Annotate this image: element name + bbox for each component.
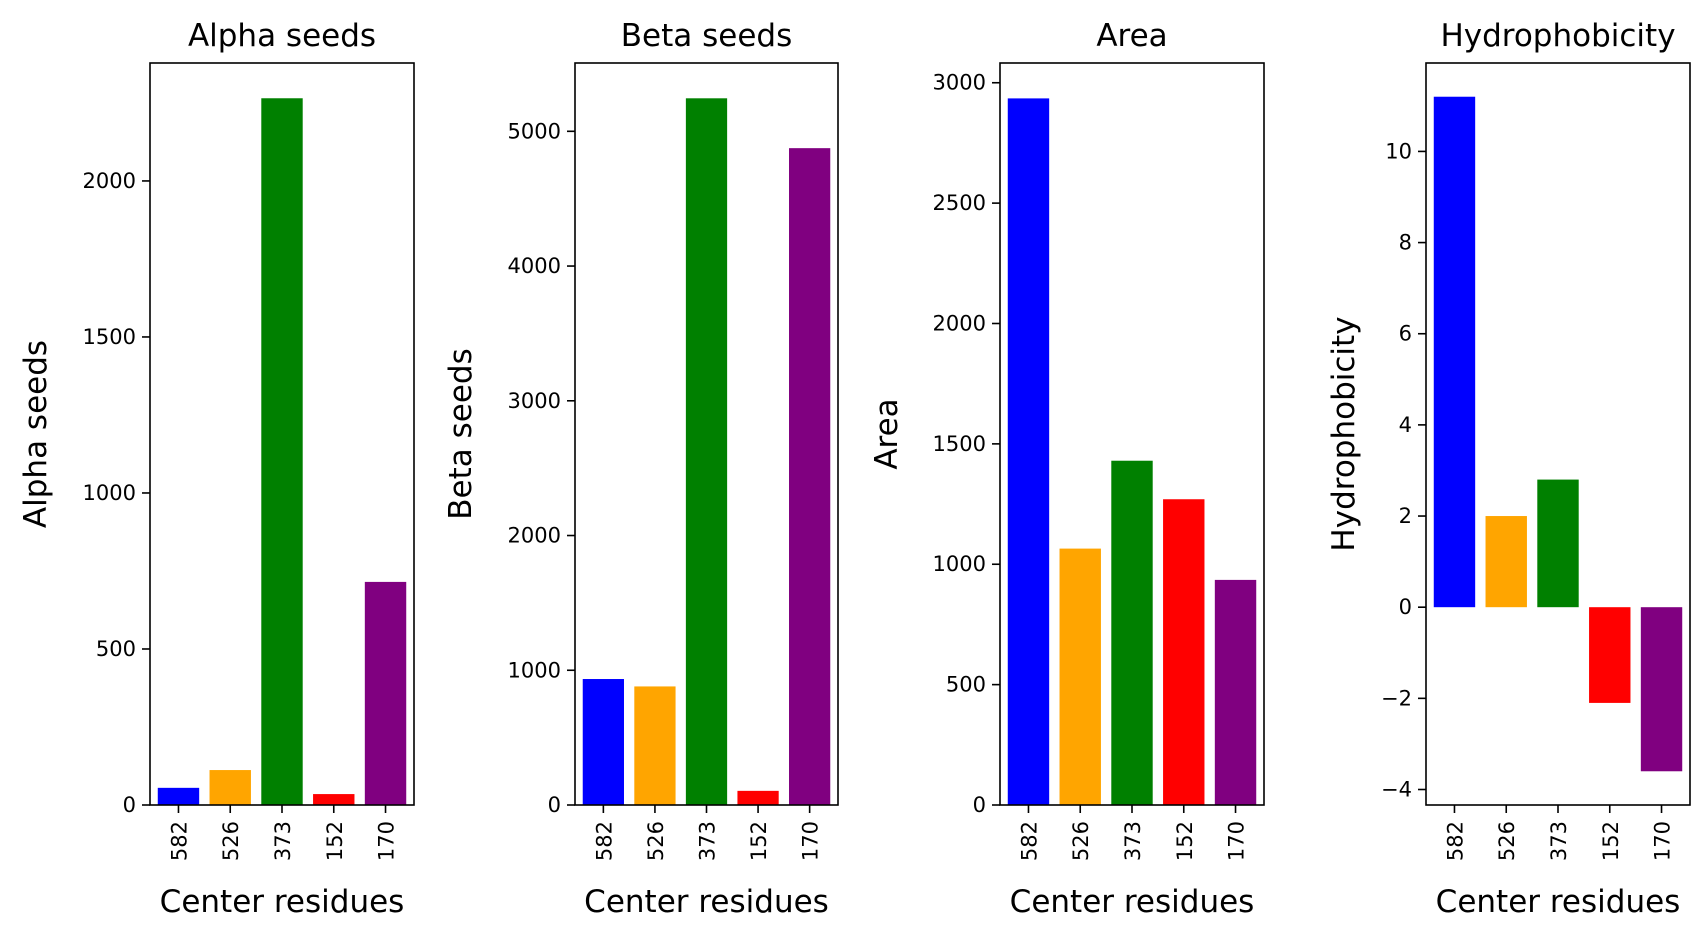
x-tick-label: 526 xyxy=(1069,821,1093,861)
y-tick-label: 0 xyxy=(973,793,986,817)
y-tick-label: 2 xyxy=(1399,504,1412,528)
bar-170 xyxy=(1640,607,1683,772)
y-tick-label: 0 xyxy=(548,793,561,817)
bar-373 xyxy=(685,98,728,805)
y-tick-label: 500 xyxy=(96,637,136,661)
x-tick-label: 152 xyxy=(1599,821,1623,861)
bar-582 xyxy=(582,679,624,805)
bar-152 xyxy=(313,794,355,805)
y-axis-title: Beta seeds xyxy=(443,348,479,519)
x-axis-title: Center residues xyxy=(584,884,829,920)
bar-526 xyxy=(1485,516,1527,608)
x-tick-label: 152 xyxy=(747,821,771,861)
x-tick-label: 526 xyxy=(1495,821,1519,861)
y-tick-label: 10 xyxy=(1385,139,1412,163)
y-tick-label: 1000 xyxy=(933,552,986,576)
beta-seeds-panel: 0 1000 2000 3000 4000 5000 582 526 373 152 170 Beta… xyxy=(443,18,839,920)
area-panel: 0 500 1000 1500 2000 2500 3000 582 526 373 152 170 A… xyxy=(869,18,1265,920)
plot-title: Beta seeds xyxy=(621,18,792,54)
y-tick-label: 3000 xyxy=(508,389,561,413)
bar-152 xyxy=(1163,499,1205,805)
x-axis-title: Center residues xyxy=(1010,884,1255,920)
x-tick-label: 152 xyxy=(1173,821,1197,861)
y-tick-label: 8 xyxy=(1399,231,1412,255)
x-axis-title: Center residues xyxy=(1436,884,1681,920)
y-tick-label: 1000 xyxy=(508,658,561,682)
y-tick-label: 6 xyxy=(1399,322,1412,346)
plot-title: Alpha seeds xyxy=(188,18,376,54)
y-axis-title: Alpha seeds xyxy=(18,340,54,528)
alpha-seeds-panel: 0 500 1000 1500 2000 582 526 373 152 170 Alpha see… xyxy=(18,18,415,920)
y-tick-label: 4 xyxy=(1399,413,1412,437)
y-tick-label: 2000 xyxy=(508,524,561,548)
bar-526 xyxy=(209,770,251,805)
x-tick-label: 526 xyxy=(644,821,668,861)
bar-373 xyxy=(261,98,303,806)
x-tick-label: 170 xyxy=(1651,821,1675,861)
bar-152 xyxy=(737,790,779,805)
y-tick-label: 0 xyxy=(123,793,136,817)
bar-582 xyxy=(1007,98,1050,806)
bar-526 xyxy=(634,686,676,805)
bar-170 xyxy=(1214,579,1257,805)
y-axis-title: Area xyxy=(869,398,905,469)
x-tick-label: 373 xyxy=(696,821,720,861)
bar-170 xyxy=(364,581,407,805)
y-tick-label: −2 xyxy=(1381,686,1412,710)
bar-373 xyxy=(1537,479,1579,608)
y-tick-label: 2000 xyxy=(933,311,986,335)
y-tick-label: 5000 xyxy=(508,119,561,143)
x-tick-label: 582 xyxy=(592,821,616,861)
y-tick-label: 1500 xyxy=(933,432,986,456)
plot-title: Hydrophobicity xyxy=(1440,18,1675,54)
y-axis-title: Hydrophobicity xyxy=(1326,316,1362,551)
x-tick-label: 170 xyxy=(799,821,823,861)
x-tick-label: 373 xyxy=(1121,821,1145,861)
y-tick-label: 4000 xyxy=(508,254,561,278)
x-tick-label: 582 xyxy=(1017,821,1041,861)
x-tick-label: 373 xyxy=(1547,821,1571,861)
x-tick-label: 170 xyxy=(1225,821,1249,861)
bar-152 xyxy=(1589,607,1631,703)
bar-373 xyxy=(1111,460,1153,805)
y-tick-label: 3000 xyxy=(933,71,986,95)
y-tick-label: 0 xyxy=(1399,595,1412,619)
plot-title: Area xyxy=(1096,18,1167,54)
x-tick-label: 526 xyxy=(219,821,243,861)
y-tick-label: 2000 xyxy=(83,169,136,193)
y-tick-label: 1000 xyxy=(83,481,136,505)
bar-582 xyxy=(1433,96,1476,608)
bar-526 xyxy=(1059,548,1101,805)
y-tick-label: 1500 xyxy=(83,325,136,349)
hydrophobicity-panel: −4 −2 0 2 4 6 8 10 582 526 373 152 170 Hydrophobicity… xyxy=(1326,18,1691,920)
y-tick-label: −4 xyxy=(1381,778,1412,802)
x-axis-title: Center residues xyxy=(160,884,405,920)
y-tick-label: 2500 xyxy=(933,191,986,215)
y-tick-label: 500 xyxy=(946,673,986,697)
x-tick-label: 170 xyxy=(375,821,399,861)
x-tick-label: 582 xyxy=(1443,821,1467,861)
bar-582 xyxy=(157,787,200,805)
x-tick-label: 152 xyxy=(323,821,347,861)
bar-170 xyxy=(789,148,831,805)
x-tick-label: 373 xyxy=(271,821,295,861)
x-tick-label: 582 xyxy=(167,821,191,861)
